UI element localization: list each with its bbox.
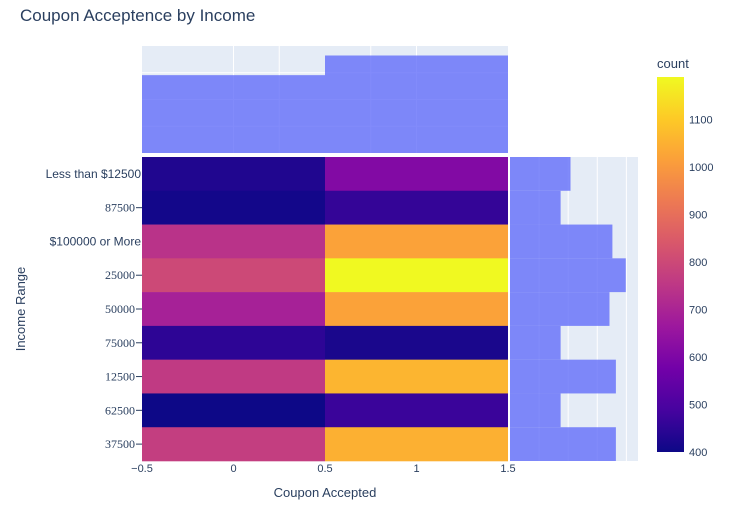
marginal-y-bar [510,393,561,428]
marginal-y-bar [510,157,571,191]
colorbar-tick-label: 1000 [689,162,713,174]
heatmap-cells [142,157,508,462]
colorbar-tick-label: 900 [689,210,707,222]
heatmap-cell [142,292,325,327]
heatmap-cell [142,393,325,428]
heatmap-cell [142,359,325,394]
x-tick-label: 1 [413,463,419,475]
y-tick-label: 62500 [105,403,135,417]
marginal-y-bar [510,359,616,394]
marginal-y-bar [510,224,613,259]
marginal-y-bar [510,325,561,360]
marginal-x-bar [325,55,508,154]
heatmap-cell [325,190,508,225]
chart-title: Coupon Acceptence by Income [20,6,255,25]
heatmap-cell [325,427,508,462]
colorbar-tick-label: 500 [689,400,707,412]
colorbar-gradient [657,77,684,452]
x-tick-label: −0.5 [131,463,153,475]
heatmap-cell [142,190,325,225]
y-tick-label: 37500 [105,437,135,451]
y-tick-label: 87500 [105,201,135,215]
y-tick-label: 25000 [105,268,135,282]
x-tick-label: 1.5 [500,463,515,475]
x-tick-label: 0 [230,463,236,475]
x-axis-ticks: −0.5 0 0.5 1 1.5 [131,463,516,475]
heatmap-cell [325,157,508,192]
marginal-y-bar [510,427,616,461]
x-tick-label: 0.5 [317,463,332,475]
marginal-y-bar [510,258,626,293]
colorbar-tick-label: 800 [689,257,707,269]
heatmap-cell [325,292,508,327]
colorbar: count 400 500 600 700 800 900 1000 1100 [657,56,713,459]
y-axis-title: Income Range [13,267,28,352]
y-tick-label: Less than $12500 [46,167,142,181]
heatmap-cell [142,157,325,192]
y-tick-label: 50000 [105,302,135,316]
x-axis-title: Coupon Accepted [274,485,377,500]
colorbar-tick-label: 1100 [689,115,713,127]
heatmap-cell [142,224,325,259]
heatmap-cell [142,325,325,360]
y-tick-label: 75000 [105,336,135,350]
heatmap-cell [142,427,325,462]
marginal-y-histogram [510,157,638,461]
y-tick-label: 12500 [105,370,135,384]
heatmap-cell [325,224,508,259]
heatmap-cell [142,258,325,293]
marginal-y-bar [510,190,561,225]
heatmap-cell [325,359,508,394]
colorbar-tick-label: 700 [689,305,707,317]
y-axis-ticks: Less than $12500 87500 $100000 or More 2500… [46,167,142,451]
y-tick-label: $100000 or More [50,234,142,248]
colorbar-tick-label: 600 [689,352,707,364]
marginal-x-bar [142,75,325,153]
heatmap-cell [325,325,508,360]
heatmap-cell [325,393,508,428]
marginal-y-bar [510,292,610,326]
colorbar-tick-label: 400 [689,447,707,459]
marginal-x-histogram [142,46,508,154]
heatmap-cell [325,258,508,293]
colorbar-title: count [657,56,689,71]
